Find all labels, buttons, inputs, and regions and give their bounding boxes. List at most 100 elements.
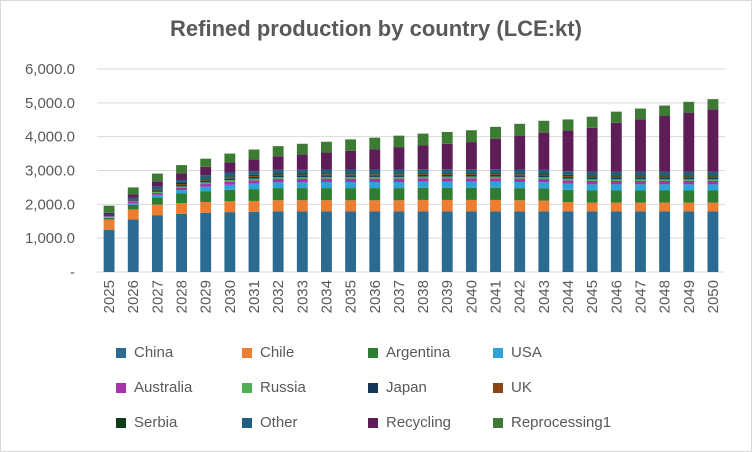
bar-segment-serbia: [514, 173, 526, 175]
bar-segment-china: [151, 215, 163, 272]
bar-segment-australia: [151, 192, 163, 195]
bar-segment-recycling: [417, 145, 429, 170]
bar-segment-serbia: [635, 175, 646, 177]
bar-segment-argentina: [345, 188, 357, 201]
bar-segment-chile: [272, 200, 284, 212]
bar-segment-japan: [417, 174, 429, 177]
bar-segment-uk: [176, 184, 187, 186]
x-tick-label: 2050: [705, 280, 722, 313]
bar-segment-russia: [465, 176, 477, 179]
bar-segment-usa: [224, 184, 236, 190]
bar-segment-uk: [393, 174, 405, 176]
bar-segment-argentina: [683, 190, 695, 203]
bar-segment-reprocessing1: [321, 141, 332, 153]
bar-segment-chile: [296, 200, 308, 212]
bar-segment-other: [103, 214, 115, 216]
bar-segment-serbia: [538, 173, 550, 175]
x-tick-label: 2048: [657, 280, 674, 313]
x-tick-label: 2029: [198, 280, 215, 313]
legend-label: China: [134, 344, 174, 361]
bar-segment-usa: [393, 182, 405, 189]
bar-segment-china: [586, 211, 598, 272]
bar-segment-japan: [151, 190, 163, 192]
bar-segment-recycling: [635, 119, 646, 172]
bar-segment-argentina: [562, 189, 574, 202]
bar-segment-australia: [272, 178, 284, 183]
bar-segment-other: [296, 169, 308, 174]
legend-label: Russia: [260, 379, 306, 396]
bar-segment-russia: [417, 176, 429, 179]
bar-segment-usa: [248, 183, 260, 190]
bar-segment-argentina: [441, 187, 453, 200]
bar-segment-china: [321, 211, 332, 272]
bar-segment-recycling: [683, 112, 695, 172]
y-tick-label: 1,000.0: [25, 230, 75, 247]
bar-segment-japan: [562, 176, 574, 179]
bar-segment-usa: [272, 182, 284, 189]
bar-segment-australia: [369, 178, 381, 183]
bar-segment-uk: [707, 176, 719, 178]
bar-segment-australia: [393, 178, 405, 183]
bar-segment-japan: [127, 200, 139, 202]
bar-segment-other: [707, 171, 719, 176]
bar-segment-china: [707, 211, 719, 272]
x-tick-label: 2036: [367, 280, 384, 313]
x-tick-label: 2042: [512, 280, 529, 313]
bar-segment-serbia: [296, 173, 308, 175]
bar-segment-australia: [296, 178, 308, 183]
bar-segment-china: [514, 211, 526, 272]
bar-segment-uk: [151, 189, 163, 191]
bar-segment-recycling: [586, 127, 598, 172]
bar-segment-usa: [200, 186, 212, 192]
bar-segment-argentina: [514, 188, 526, 201]
bar-segment-russia: [369, 176, 381, 179]
bar-segment-reprocessing1: [345, 139, 357, 151]
bar-segment-japan: [224, 178, 236, 180]
bar-segment-recycling: [465, 142, 477, 170]
bar-segment-usa: [635, 184, 646, 191]
bar-segment-china: [635, 211, 646, 272]
legend-swatch: [116, 347, 126, 358]
bar-segment-australia: [514, 178, 526, 183]
bar-segment-australia: [224, 181, 236, 185]
bar-segment-recycling: [345, 150, 357, 170]
x-tick-label: 2039: [439, 280, 456, 313]
legend-swatch: [242, 382, 252, 393]
legend-item-australia: Australia: [116, 379, 192, 396]
bar-segment-russia: [490, 176, 501, 179]
bar-segment-chile: [490, 199, 501, 212]
bar-segment-chile: [103, 219, 115, 230]
bar-segment-recycling: [151, 181, 163, 187]
bar-segment-reprocessing1: [151, 173, 163, 182]
x-tick-label: 2047: [632, 280, 649, 313]
bar-segment-recycling: [562, 130, 574, 172]
x-tick-label: 2041: [488, 280, 505, 313]
bar-segment-russia: [272, 177, 284, 179]
bar-segment-other: [393, 169, 405, 174]
chart-title: Refined production by country (LCE:kt): [170, 16, 582, 41]
bar-segment-serbia: [417, 172, 429, 174]
bar-segment-russia: [127, 201, 139, 202]
bar-segment-reprocessing1: [635, 108, 646, 120]
bar-segment-reprocessing1: [490, 126, 501, 139]
bar-segment-other: [659, 171, 671, 176]
bar-segment-chile: [635, 202, 646, 212]
y-tick-label: 5,000.0: [25, 95, 75, 112]
bar-segment-chile: [538, 200, 550, 212]
bar-segment-reprocessing1: [514, 123, 526, 136]
bar-segment-argentina: [490, 187, 501, 200]
x-tick-label: 2030: [222, 280, 239, 313]
bar-segment-japan: [683, 177, 695, 180]
bar-segment-usa: [707, 184, 719, 191]
bar-segment-uk: [465, 173, 477, 175]
bar-segment-other: [272, 169, 284, 174]
bar-segment-argentina: [151, 197, 163, 205]
bar-segment-other: [127, 197, 139, 200]
bar-segment-china: [538, 211, 550, 272]
legend-label: Other: [260, 414, 298, 431]
bar-segment-uk: [659, 176, 671, 178]
bar-segment-chile: [683, 202, 695, 212]
legend-label: Recycling: [386, 414, 452, 431]
bar-segment-reprocessing1: [272, 146, 284, 157]
bar-segment-japan: [176, 185, 187, 187]
